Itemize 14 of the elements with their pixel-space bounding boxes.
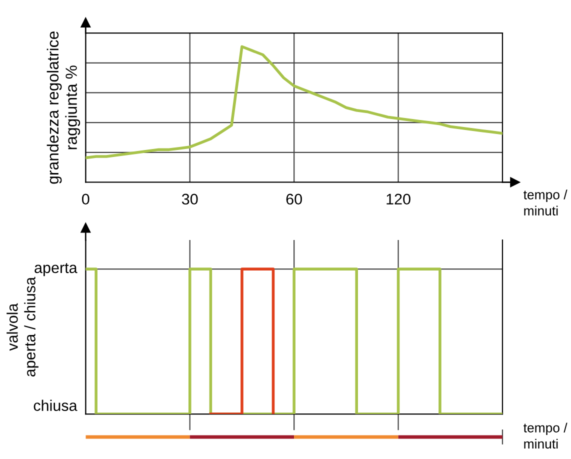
bar	[398, 435, 502, 439]
y-axis-title: valvola aperta / chiusa	[6, 276, 38, 376]
text: chiusa	[34, 400, 78, 411]
y-axis-title: grandezza regolatrice raggiunta %	[46, 32, 80, 184]
x-tick-label: 30	[182, 194, 198, 205]
x-tick-label: 0	[82, 194, 90, 205]
bar	[86, 435, 190, 439]
text: aperta	[34, 263, 78, 276]
bar	[190, 435, 294, 439]
x-tick-label: 120	[386, 194, 410, 205]
x-axis-title: tempo / minuti	[524, 422, 568, 449]
x-axis-title: tempo / minuti	[524, 190, 568, 216]
bar	[294, 435, 398, 439]
x-tick-label: 60	[286, 194, 302, 205]
